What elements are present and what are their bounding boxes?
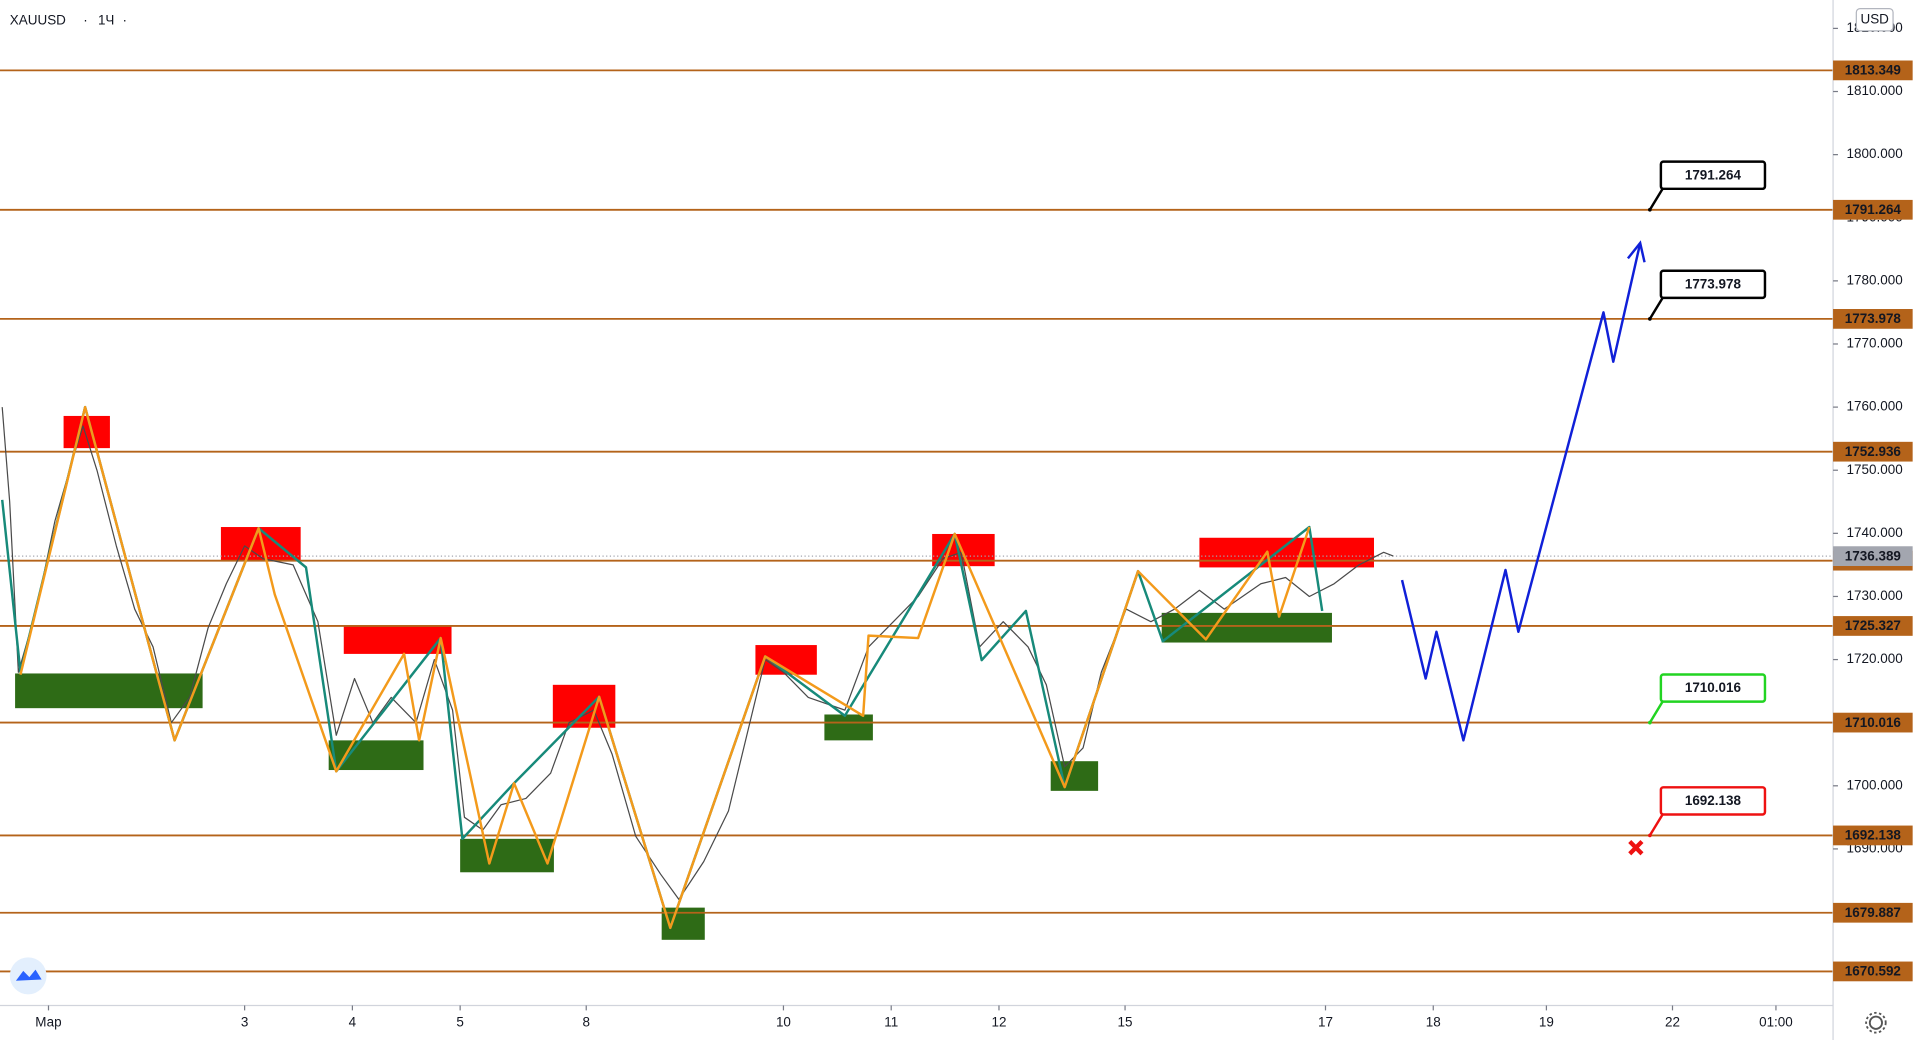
- level-label-box: [1833, 902, 1913, 923]
- zone: [343, 625, 452, 654]
- zone: [328, 740, 424, 771]
- zone: [15, 673, 203, 709]
- overlay-line: [19, 405, 1311, 930]
- callout-box: [1659, 786, 1767, 816]
- x-tick-label: 18: [1426, 1014, 1441, 1029]
- x-tick-label: 3: [241, 1014, 249, 1029]
- currency-box: [1855, 8, 1894, 32]
- zone: [824, 714, 873, 741]
- level-label: 1813.349: [1845, 63, 1902, 78]
- current-price-label: 1736.389: [1845, 548, 1902, 563]
- x-tick-label: 12: [991, 1014, 1006, 1029]
- symbol: XAUUSD: [10, 13, 66, 28]
- x-tick-label: 15: [1118, 1014, 1133, 1029]
- level-label-box: [1833, 961, 1913, 982]
- y-tick-label: 1760.000: [1847, 399, 1903, 414]
- x-tick-label: 8: [582, 1014, 590, 1029]
- level-label: 1791.264: [1845, 202, 1902, 217]
- callout-label: 1710.016: [1685, 680, 1742, 695]
- settings-icon[interactable]: [1865, 1011, 1887, 1034]
- y-tick-label: 1750.000: [1847, 462, 1903, 477]
- forecast-arrowhead: [1626, 240, 1646, 263]
- zone: [1199, 537, 1374, 568]
- x-tick-label: 01:00: [1759, 1014, 1793, 1029]
- level-label-box: [1833, 60, 1913, 81]
- overlay-line: [1400, 242, 1642, 742]
- tv-logo: [9, 957, 47, 995]
- plot-area: 1791.264 1773.978 1710.016 1692.138: [0, 69, 1834, 973]
- separator: ·: [83, 13, 87, 28]
- zone: [1050, 761, 1099, 791]
- level-label: 1710.016: [1845, 715, 1902, 730]
- y-tick-label: 1740.000: [1847, 525, 1903, 540]
- level-label: 1725.327: [1845, 618, 1901, 633]
- callout-box: [1659, 673, 1767, 703]
- zone: [552, 684, 616, 728]
- x-tick-label: Мар: [35, 1014, 61, 1029]
- level-label-box: [1833, 712, 1913, 733]
- level-label-box: [1833, 616, 1913, 636]
- level-label-box: [1833, 825, 1913, 846]
- callout-box: [1659, 269, 1767, 300]
- x-tick-label: 17: [1318, 1014, 1333, 1029]
- y-tick-label: 1800.000: [1847, 146, 1903, 161]
- y-tick-label: 1770.000: [1847, 336, 1903, 351]
- zone: [63, 415, 110, 449]
- x-tick-label: 11: [884, 1014, 898, 1029]
- y-tick-label: 1780.000: [1847, 272, 1903, 287]
- x-tick-label: 19: [1539, 1014, 1554, 1029]
- level-label: 1679.887: [1845, 905, 1901, 920]
- x-tick-label: 5: [456, 1014, 464, 1029]
- level-label: 1773.978: [1845, 311, 1902, 326]
- x-tick-label: 10: [776, 1014, 791, 1029]
- level-label-box: [1833, 441, 1913, 462]
- callout-label: 1791.264: [1685, 167, 1742, 182]
- separator: ·: [122, 13, 126, 28]
- x-tick-label: 22: [1665, 1014, 1680, 1029]
- y-tick-label: 1720.000: [1847, 651, 1903, 666]
- y-tick-label: 1700.000: [1847, 777, 1903, 792]
- level-label: 1692.138: [1845, 828, 1902, 843]
- y-tick-label: 1810.000: [1847, 83, 1903, 98]
- callout-label: 1692.138: [1685, 793, 1742, 808]
- interval: 1Ч: [98, 13, 114, 28]
- callout-label: 1773.978: [1685, 277, 1742, 292]
- x-tick-label: 4: [349, 1014, 357, 1029]
- y-tick-label: 1730.000: [1847, 588, 1903, 603]
- level-label-box: [1833, 309, 1913, 329]
- level-label: 1670.592: [1845, 964, 1901, 979]
- current-price-label-box: [1833, 546, 1913, 567]
- currency: USD: [1860, 11, 1889, 26]
- stop-marker: [1628, 839, 1644, 856]
- callout-box: [1659, 160, 1767, 191]
- zone: [1161, 612, 1332, 643]
- level-label: 1752.936: [1845, 444, 1902, 459]
- level-label-box: [1833, 199, 1913, 220]
